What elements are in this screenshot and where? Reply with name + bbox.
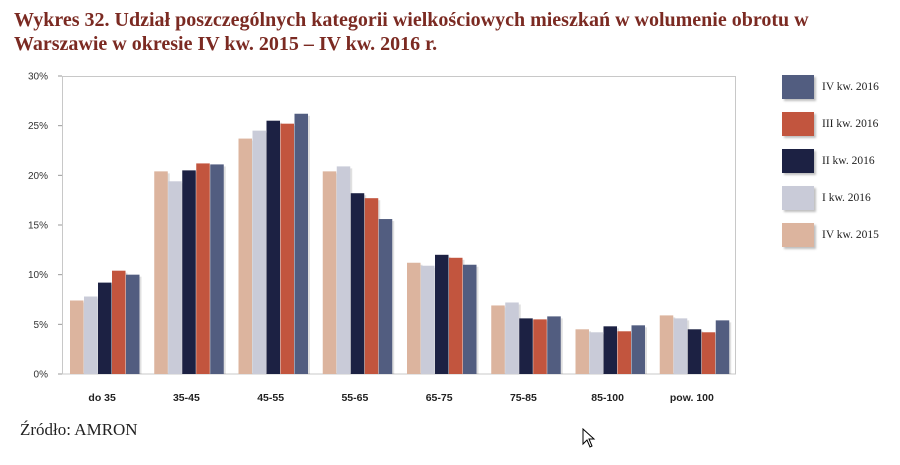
bar — [407, 262, 421, 374]
bar — [98, 282, 112, 374]
bar — [378, 219, 393, 374]
bar — [280, 123, 294, 375]
bar — [350, 193, 365, 374]
legend-label: I kw. 2016 — [822, 192, 871, 204]
bar — [294, 113, 308, 374]
source-note: Źródło: AMRON — [20, 420, 138, 439]
legend-item: III kw. 2016 — [782, 111, 878, 137]
legend-swatch — [782, 112, 814, 136]
bar — [210, 164, 224, 374]
legend-label: IV kw. 2015 — [822, 229, 879, 241]
bar — [112, 270, 126, 374]
bar — [631, 325, 645, 374]
bar — [463, 264, 477, 374]
bar — [364, 198, 379, 374]
bar-chart: 0% 5% 10% 15% 20% 25% 30% do 35 35-45 45-55 55-65 6… — [28, 72, 736, 404]
legend-swatch — [782, 186, 814, 210]
legend-swatch — [782, 223, 814, 247]
bar — [266, 120, 280, 374]
bar — [701, 332, 716, 374]
y-tick-label: 20% — [28, 171, 48, 182]
bar — [687, 329, 702, 374]
bar — [659, 315, 674, 374]
bar — [449, 257, 463, 374]
bar — [617, 331, 631, 374]
bar — [252, 130, 266, 374]
y-tick-label: 15% — [28, 221, 48, 232]
bar — [533, 319, 547, 374]
chart-area: 0% 5% 10% 15% 20% 25% 30% do 35 35-45 45-55 55-65 6… — [28, 72, 736, 404]
bar — [182, 170, 196, 374]
bar — [168, 181, 182, 374]
legend-label: IV kw. 2016 — [822, 81, 879, 93]
bar — [603, 326, 617, 374]
bar — [589, 332, 603, 374]
bar — [435, 254, 449, 374]
y-tick-label: 10% — [28, 270, 48, 281]
category-label: 85-100 — [591, 392, 624, 404]
bar — [421, 265, 435, 374]
y-tick-label: 0% — [34, 370, 49, 381]
category-label: 45-55 — [257, 392, 284, 404]
category-label: do 35 — [88, 392, 116, 404]
plot-border — [62, 76, 736, 375]
bar — [238, 138, 252, 374]
y-tick-label: 30% — [28, 72, 48, 83]
bar — [519, 318, 533, 374]
category-label: 65-75 — [426, 392, 453, 404]
legend-item: IV kw. 2016 — [782, 74, 879, 100]
bar — [84, 296, 98, 374]
legend-item: I kw. 2016 — [782, 185, 871, 211]
bar — [322, 171, 337, 374]
bar — [715, 320, 730, 374]
bar — [673, 318, 688, 374]
legend-label: II kw. 2016 — [822, 155, 875, 167]
legend-swatch — [782, 149, 814, 173]
legend-swatch — [782, 75, 814, 99]
bar — [154, 171, 168, 374]
legend-label: III kw. 2016 — [822, 118, 879, 130]
category-label: pow. 100 — [670, 392, 714, 404]
category-label: 75-85 — [510, 392, 537, 404]
chart-title: Wykres 32. Udział poszczególnych kategor… — [14, 9, 809, 55]
y-tick-label: 25% — [28, 121, 48, 132]
bar — [547, 316, 561, 374]
legend-item: IV kw. 2015 — [782, 222, 879, 248]
bar — [126, 274, 140, 374]
bar — [575, 329, 589, 374]
mouse-cursor-icon — [582, 428, 596, 448]
legend-item: II kw. 2016 — [782, 148, 875, 174]
category-label: 35-45 — [173, 392, 200, 404]
bar — [505, 302, 519, 374]
y-tick-label: 5% — [34, 320, 49, 331]
bar — [491, 305, 505, 374]
category-label: 55-65 — [341, 392, 368, 404]
bar — [196, 163, 210, 374]
bar — [336, 166, 351, 374]
bar — [70, 300, 84, 374]
